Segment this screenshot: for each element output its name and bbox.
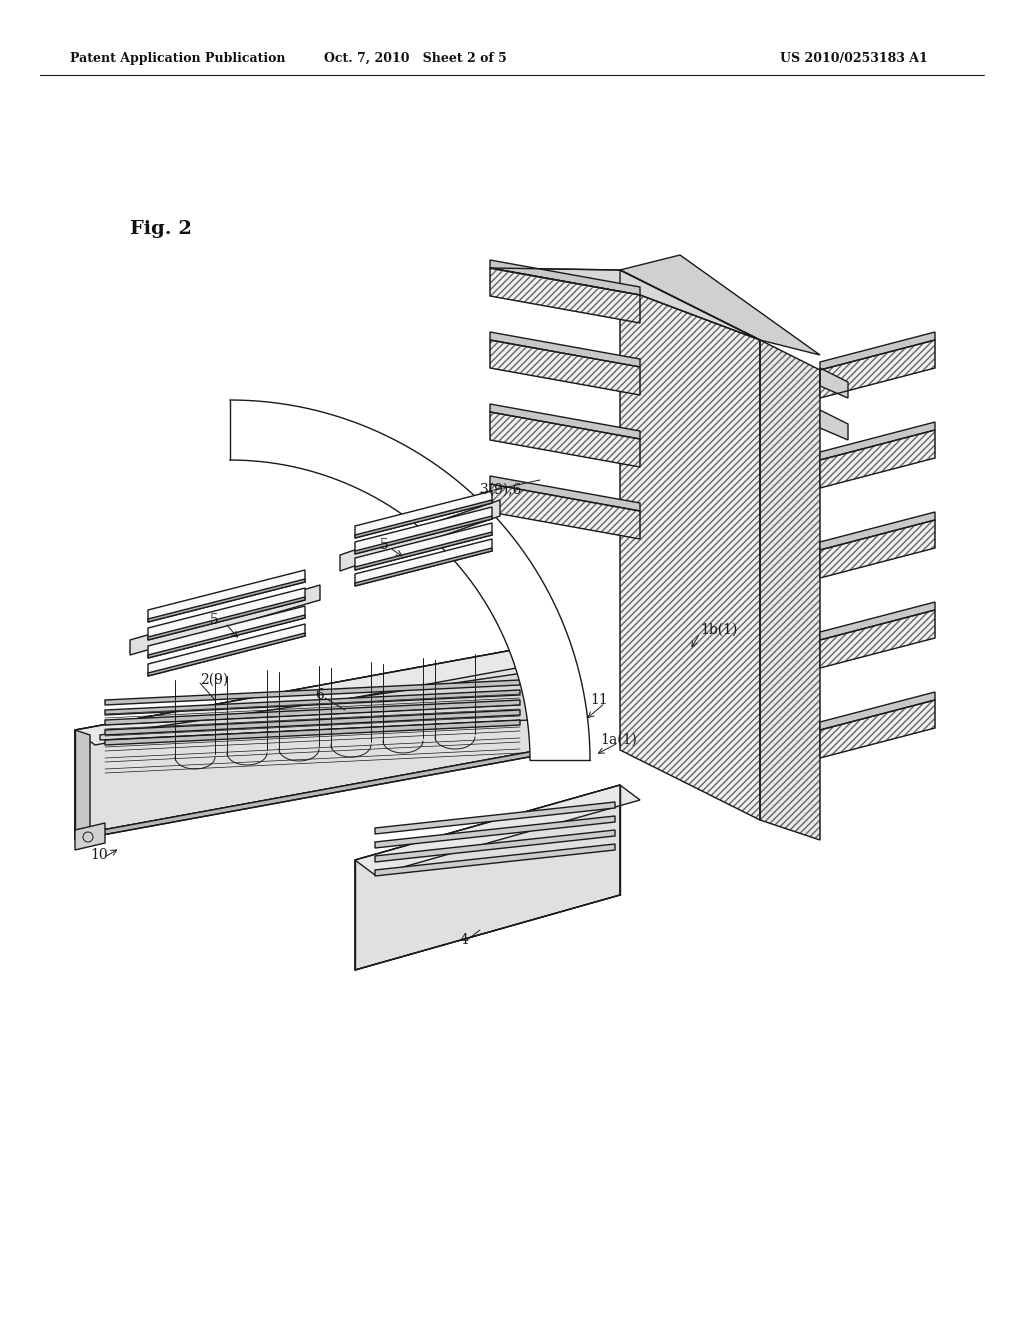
Polygon shape bbox=[820, 341, 935, 399]
Polygon shape bbox=[820, 700, 935, 758]
Polygon shape bbox=[820, 602, 935, 640]
Polygon shape bbox=[355, 491, 492, 539]
Polygon shape bbox=[490, 477, 640, 511]
Polygon shape bbox=[820, 512, 935, 550]
Polygon shape bbox=[490, 484, 640, 539]
Text: Oct. 7, 2010   Sheet 2 of 5: Oct. 7, 2010 Sheet 2 of 5 bbox=[324, 51, 507, 65]
Polygon shape bbox=[490, 268, 640, 323]
Polygon shape bbox=[375, 816, 615, 847]
Polygon shape bbox=[820, 422, 935, 459]
Polygon shape bbox=[148, 615, 305, 657]
Polygon shape bbox=[375, 830, 615, 862]
Polygon shape bbox=[490, 268, 760, 341]
Polygon shape bbox=[75, 730, 90, 840]
Polygon shape bbox=[105, 700, 520, 725]
Polygon shape bbox=[148, 570, 305, 622]
Text: 4: 4 bbox=[460, 933, 469, 946]
Polygon shape bbox=[820, 333, 935, 370]
Polygon shape bbox=[820, 368, 848, 399]
Text: 2(9): 2(9) bbox=[200, 673, 228, 686]
Polygon shape bbox=[490, 333, 640, 367]
Polygon shape bbox=[820, 411, 848, 440]
Polygon shape bbox=[148, 634, 305, 676]
Polygon shape bbox=[105, 719, 520, 744]
Polygon shape bbox=[355, 507, 492, 554]
Polygon shape bbox=[355, 516, 492, 554]
Polygon shape bbox=[375, 843, 615, 876]
Polygon shape bbox=[620, 255, 820, 355]
Polygon shape bbox=[760, 341, 820, 840]
Polygon shape bbox=[820, 610, 935, 668]
Text: 1a(1): 1a(1) bbox=[600, 733, 637, 747]
Polygon shape bbox=[148, 579, 305, 622]
Polygon shape bbox=[820, 692, 935, 730]
Text: 11: 11 bbox=[590, 693, 608, 708]
Polygon shape bbox=[100, 672, 530, 741]
Polygon shape bbox=[230, 400, 590, 760]
Polygon shape bbox=[105, 710, 520, 735]
Text: 5: 5 bbox=[210, 612, 219, 627]
Polygon shape bbox=[620, 271, 760, 820]
Text: 1b(1): 1b(1) bbox=[700, 623, 737, 638]
Polygon shape bbox=[148, 606, 305, 657]
Polygon shape bbox=[355, 539, 492, 586]
Polygon shape bbox=[820, 520, 935, 578]
Polygon shape bbox=[105, 690, 520, 715]
Text: US 2010/0253183 A1: US 2010/0253183 A1 bbox=[780, 51, 928, 65]
Polygon shape bbox=[355, 548, 492, 586]
Polygon shape bbox=[820, 430, 935, 488]
Polygon shape bbox=[490, 341, 640, 395]
Text: 3(9),6: 3(9),6 bbox=[480, 483, 521, 498]
Polygon shape bbox=[355, 785, 620, 970]
Polygon shape bbox=[490, 260, 640, 294]
Polygon shape bbox=[148, 624, 305, 676]
Text: 10: 10 bbox=[90, 847, 108, 862]
Polygon shape bbox=[355, 523, 492, 570]
Polygon shape bbox=[75, 645, 540, 836]
Polygon shape bbox=[490, 412, 640, 467]
Polygon shape bbox=[355, 500, 492, 539]
Text: 6: 6 bbox=[315, 688, 324, 702]
Polygon shape bbox=[355, 785, 640, 875]
Text: Fig. 2: Fig. 2 bbox=[130, 220, 191, 238]
Polygon shape bbox=[130, 585, 319, 655]
Text: Patent Application Publication: Patent Application Publication bbox=[70, 51, 286, 65]
Polygon shape bbox=[148, 597, 305, 640]
Polygon shape bbox=[340, 500, 500, 572]
Polygon shape bbox=[75, 750, 540, 840]
Polygon shape bbox=[75, 822, 105, 850]
Polygon shape bbox=[75, 645, 560, 744]
Polygon shape bbox=[355, 532, 492, 570]
Polygon shape bbox=[490, 404, 640, 440]
Polygon shape bbox=[375, 803, 615, 834]
Text: 5: 5 bbox=[380, 539, 389, 552]
Polygon shape bbox=[148, 587, 305, 640]
Polygon shape bbox=[105, 680, 520, 705]
